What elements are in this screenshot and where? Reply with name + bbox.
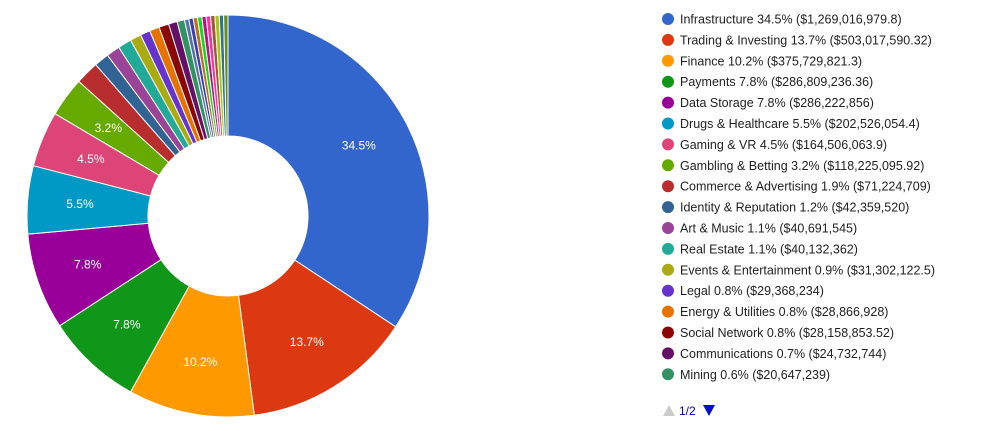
pager-next-arrow-icon[interactable] [703,405,715,416]
legend-entry[interactable]: Finance 10.2% ($375,729,821.3) [680,54,862,68]
legend-marker [662,222,674,234]
legend-marker [662,180,674,193]
legend-pager: 1/2 [663,404,715,418]
pie-slices [26,14,430,418]
legend-marker [662,284,674,297]
legend-entry[interactable]: Gambling & Betting 3.2% ($118,225,095.92… [680,159,924,173]
slice-percent-label: 13.7% [290,335,324,349]
legend-entry[interactable]: Drugs & Healthcare 5.5% ($202,526,054.4) [680,117,920,131]
slice-percent-label: 10.2% [183,355,217,369]
legend-marker [662,96,674,109]
legend-marker [662,13,674,25]
legend-entry[interactable]: Infrastructure 34.5% ($1,269,016,979.8) [680,13,902,27]
legend-entry[interactable]: Data Storage 7.8% ($286,222,856) [680,96,874,110]
legend-marker [662,347,674,360]
slice-percent-label: 4.5% [77,152,105,166]
pager-prev-arrow-icon[interactable] [663,405,675,416]
pie-slice[interactable] [227,14,430,328]
legend-marker [662,33,674,46]
slice-percent-label: 3.2% [95,121,123,135]
legend-entry[interactable]: Mining 0.6% ($20,647,239) [680,368,830,382]
legend: Infrastructure 34.5% ($1,269,016,979.8) T… [662,13,935,382]
pie-slice-labels: 34.5% 13.7% 10.2% 7.8% 7.8% 5.5% 4.5% 3.2% [66,121,376,369]
slice-percent-label: 5.5% [66,197,94,211]
legend-entry[interactable]: Commerce & Advertising 1.9% ($71,224,709… [680,180,931,194]
legend-marker [662,263,674,276]
legend-marker [662,201,674,214]
legend-entry[interactable]: Gaming & VR 4.5% ($164,506,063.9) [680,138,887,152]
legend-marker [662,326,674,339]
legend-entry[interactable]: Identity & Reputation 1.2% ($42,359,520) [680,201,909,215]
legend-marker [662,159,674,172]
legend-entry[interactable]: Legal 0.8% ($29,368,234) [680,284,824,298]
legend-marker [662,54,674,67]
legend-entry[interactable]: Art & Music 1.1% ($40,691,545) [680,222,857,236]
legend-entry[interactable]: Energy & Utilities 0.8% ($28,866,928) [680,305,888,319]
legend-marker [662,117,674,130]
legend-entry[interactable]: Events & Entertainment 0.9% ($31,302,122… [680,263,935,277]
pager-label: 1/2 [679,404,696,418]
slice-percent-label: 7.8% [74,258,102,272]
legend-entry[interactable]: Social Network 0.8% ($28,158,853.52) [680,326,894,340]
legend-marker [662,305,674,318]
legend-marker [662,242,674,255]
legend-marker [662,75,674,88]
legend-entry[interactable]: Communications 0.7% ($24,732,744) [680,347,886,361]
legend-entry[interactable]: Payments 7.8% ($286,809,236.36) [680,75,873,89]
legend-entry[interactable]: Real Estate 1.1% ($40,132,362) [680,242,858,256]
pie-slice[interactable] [223,14,229,137]
slice-percent-label: 34.5% [342,139,376,153]
slice-percent-label: 7.8% [113,318,141,332]
pie-slice[interactable] [237,259,397,416]
legend-entry[interactable]: Trading & Investing 13.7% ($503,017,590.… [680,33,932,47]
legend-marker [662,138,674,151]
legend-marker [662,368,674,381]
